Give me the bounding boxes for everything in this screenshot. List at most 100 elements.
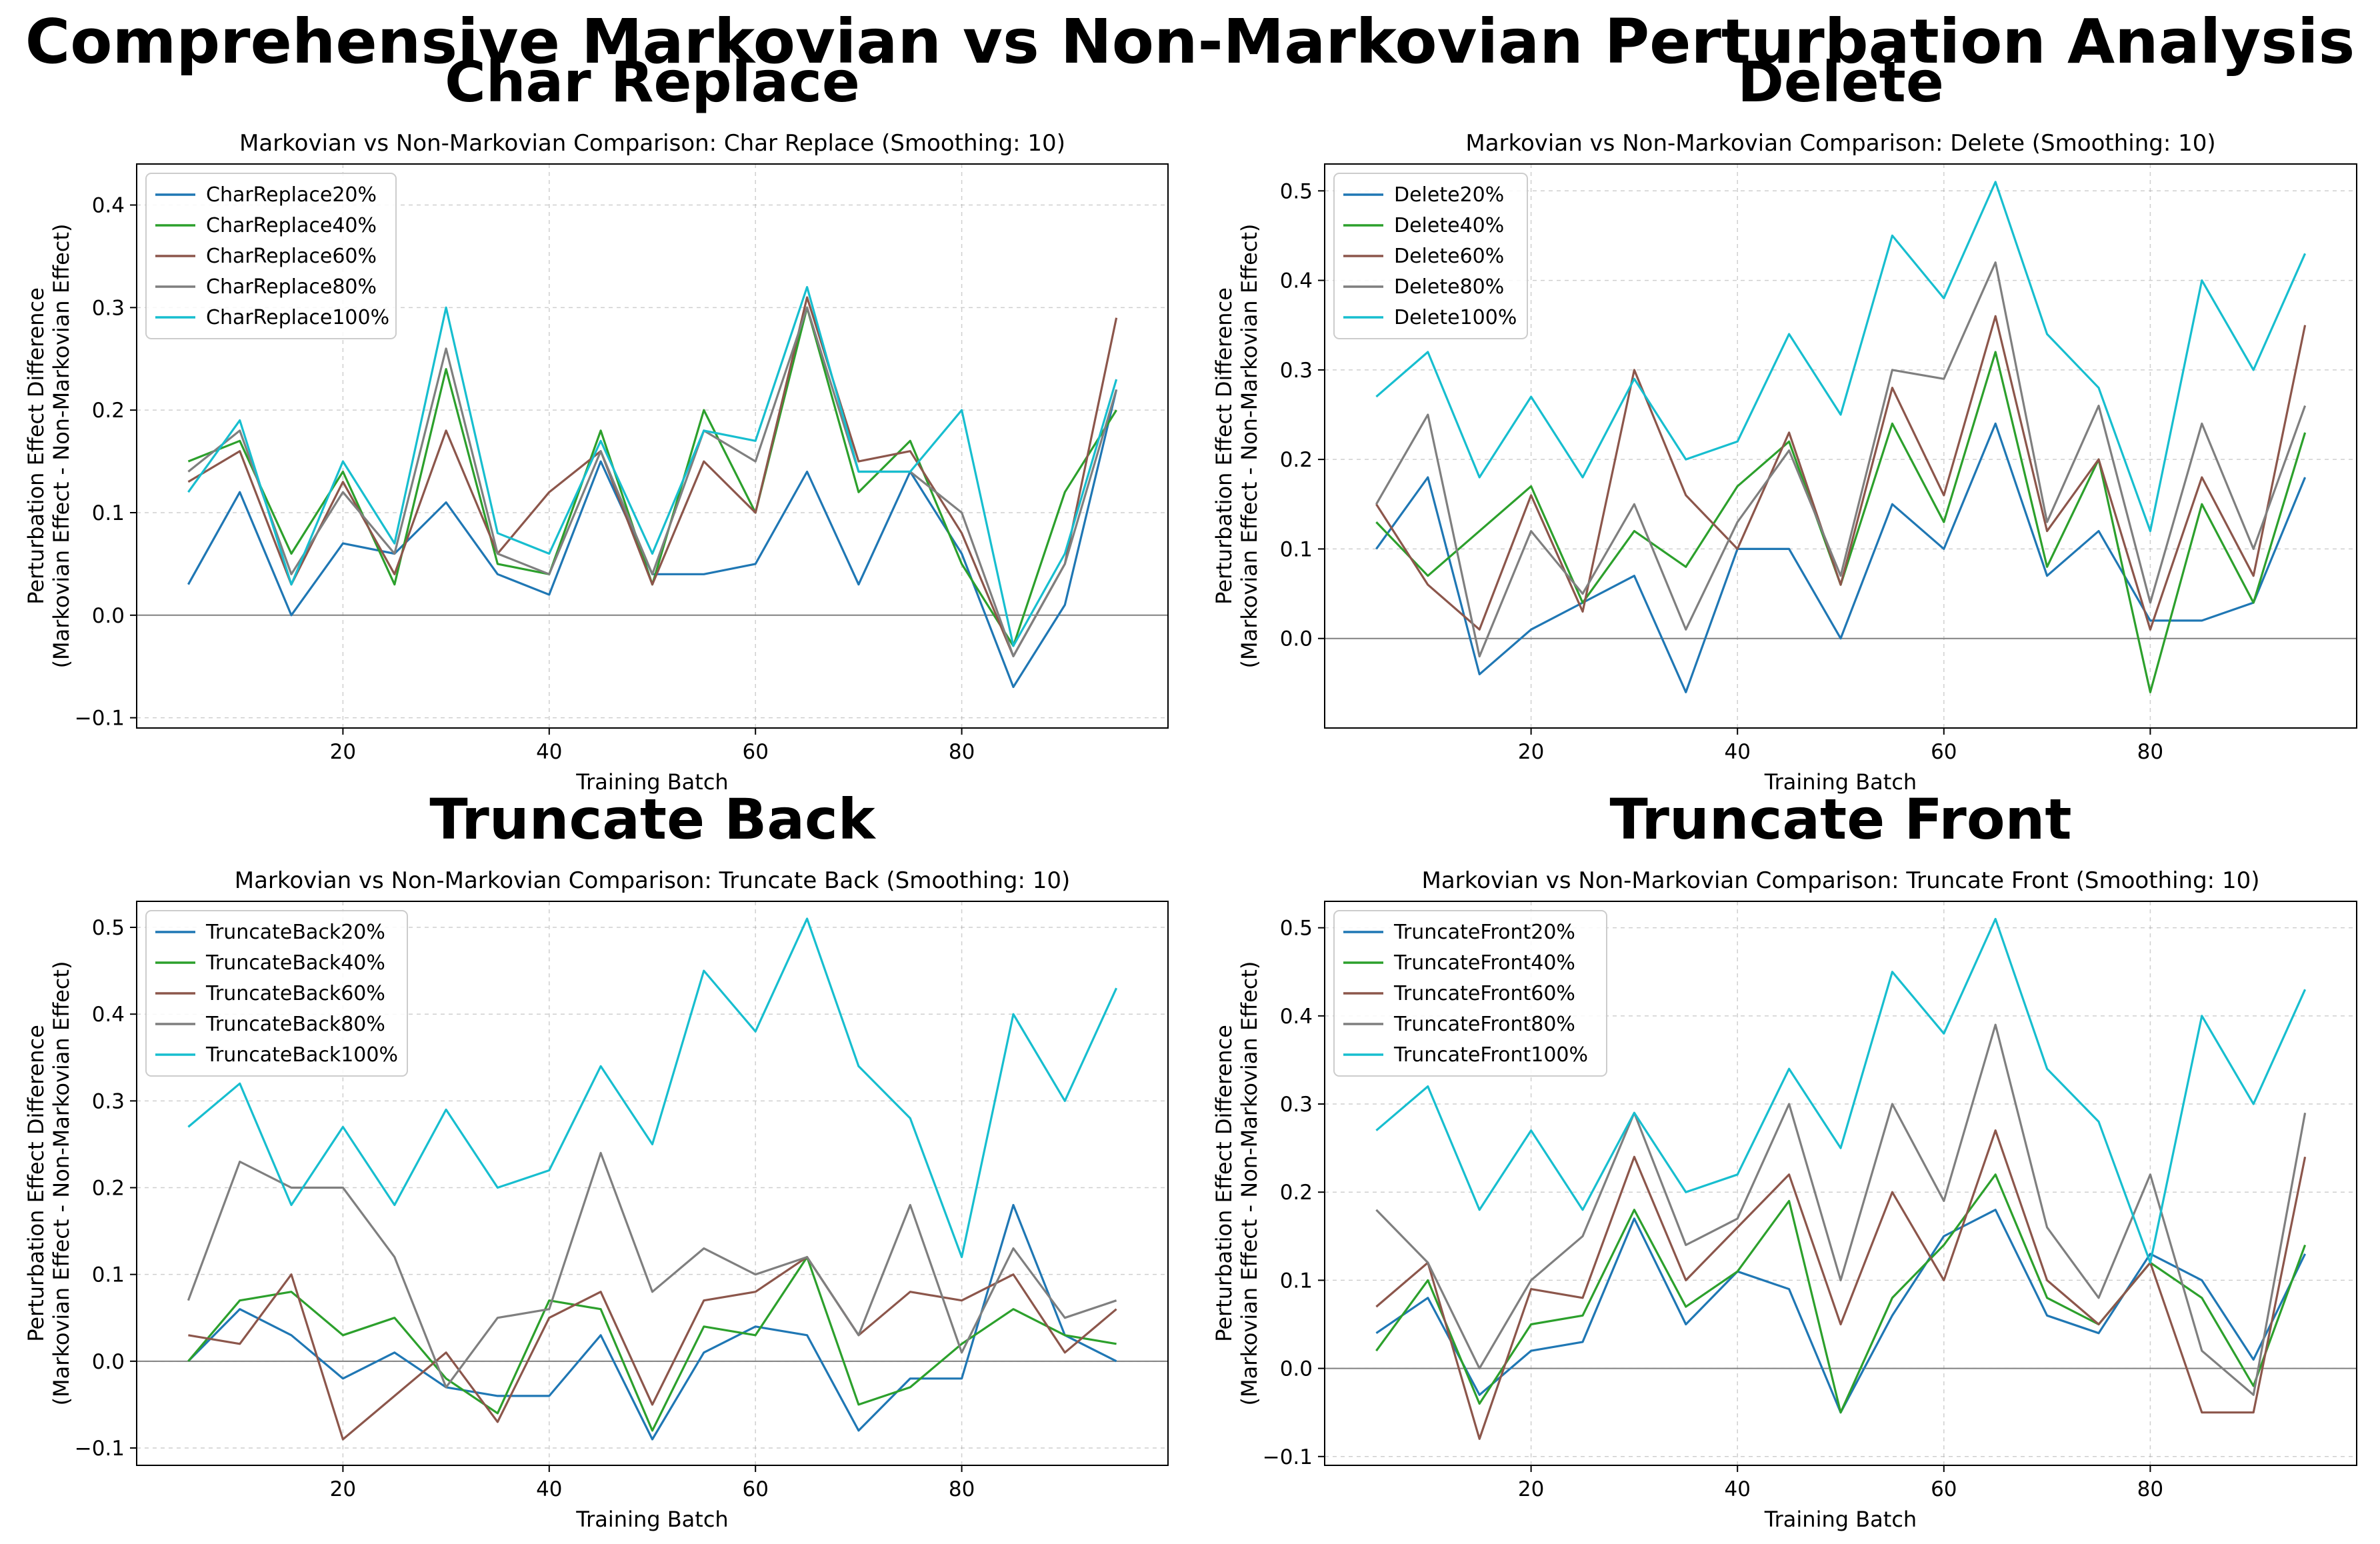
- y-tick-label: 0.1: [1280, 537, 1313, 561]
- x-tick-label: 60: [742, 740, 768, 764]
- series-line-TruncateBack40%: [187, 1255, 1117, 1432]
- series-line-Delete20%: [1375, 422, 2307, 693]
- legend-label: Delete80%: [1394, 275, 1504, 299]
- x-tick-label: 40: [536, 740, 562, 764]
- legend-label: TruncateFront20%: [1393, 921, 1575, 944]
- plot-frame: [136, 901, 1169, 1466]
- legend: TruncateFront20% TruncateFront40% Truncate…: [1333, 910, 1607, 1077]
- series-line-Delete100%: [1375, 181, 2307, 533]
- x-tick-label: 20: [330, 740, 356, 764]
- legend-label: TruncateFront60%: [1393, 982, 1575, 1005]
- x-tick-label: 40: [536, 1477, 562, 1501]
- legend-label: CharReplace40%: [206, 214, 377, 237]
- x-tick-label: 40: [1724, 1477, 1750, 1501]
- y-axis-label: (Markovian Effect - Non-Markovian Effect…: [1237, 224, 1262, 669]
- series-line-TruncateBack20%: [187, 1203, 1117, 1441]
- x-tick-label: 80: [2137, 1477, 2163, 1501]
- x-axis-label: Training Batch: [575, 769, 728, 795]
- legend-box: [145, 910, 408, 1077]
- y-tick-label: 0.4: [92, 1003, 125, 1027]
- y-tick-label: 0.5: [1280, 917, 1313, 941]
- panel-title: Delete: [1737, 49, 1944, 115]
- legend-box: [1333, 910, 1607, 1077]
- plot-frame: [136, 163, 1169, 729]
- x-tick-label: 80: [949, 740, 975, 764]
- y-tick-label: 0.4: [92, 194, 125, 218]
- series-line-TruncateFront80%: [1375, 1023, 2307, 1396]
- y-tick-label: 0.3: [92, 296, 125, 320]
- legend-label: TruncateBack100%: [205, 1043, 398, 1067]
- x-tick-label: 60: [1931, 1477, 1957, 1501]
- series-line-TruncateBack100%: [187, 917, 1118, 1259]
- y-axis-label: Perturbation Effect Difference: [1211, 1025, 1237, 1342]
- plot-frame: [1324, 901, 2357, 1466]
- x-tick-label: 20: [330, 1477, 356, 1501]
- y-tick-label: 0.2: [92, 399, 125, 423]
- y-tick-label: 0.2: [92, 1177, 125, 1201]
- legend-box: [1333, 173, 1528, 339]
- legend-label: TruncateFront80%: [1393, 1013, 1575, 1036]
- series-line-TruncateBack60%: [188, 1255, 1117, 1441]
- y-tick-label: −0.1: [1263, 1445, 1313, 1469]
- legend-label: TruncateBack20%: [205, 921, 385, 944]
- legend-label: Delete40%: [1394, 214, 1504, 237]
- legend: Delete20% Delete40% Delete60% Delete80% Dele…: [1333, 173, 1528, 339]
- legend-label: CharReplace100%: [206, 306, 389, 329]
- legend-label: TruncateBack40%: [205, 951, 385, 975]
- y-tick-label: 0.0: [1280, 1357, 1313, 1381]
- y-tick-label: 0.5: [1280, 179, 1313, 203]
- series-line-TruncateFront20%: [1375, 1209, 2307, 1414]
- legend-label: TruncateBack80%: [205, 1013, 385, 1036]
- panel-title: Truncate Front: [1609, 787, 2071, 852]
- y-tick-label: 0.5: [92, 916, 125, 940]
- y-tick-label: 0.2: [1280, 1181, 1313, 1205]
- y-tick-label: 0.0: [92, 1350, 125, 1374]
- legend-box: [145, 173, 397, 339]
- x-tick-label: 60: [1931, 740, 1957, 764]
- subplot-title: Markovian vs Non-Markovian Comparison: T…: [235, 867, 1071, 894]
- series-line-TruncateFront60%: [1375, 1129, 2307, 1440]
- legend-label: Delete100%: [1394, 306, 1517, 329]
- y-axis-label: (Markovian Effect - Non-Markovian Effect…: [49, 961, 74, 1406]
- series-line-Delete60%: [1375, 315, 2307, 631]
- x-tick-label: 40: [1724, 740, 1750, 764]
- series-line-TruncateFront100%: [1375, 917, 2307, 1264]
- panel-title: Char Replace: [445, 49, 860, 115]
- series-line-CharReplace80%: [187, 306, 1118, 657]
- figure-title: Comprehensive Markovian vs Non-Markovian…: [25, 6, 2355, 77]
- legend-label: TruncateFront40%: [1393, 951, 1575, 975]
- x-tick-label: 60: [742, 1477, 768, 1501]
- x-tick-label: 80: [2137, 740, 2163, 764]
- subplot-title: Markovian vs Non-Markovian Comparison: T…: [1422, 867, 2260, 894]
- y-axis-label: Perturbation Effect Difference: [23, 287, 49, 605]
- series-line-Delete80%: [1375, 261, 2307, 658]
- y-tick-label: 0.3: [1280, 1093, 1313, 1117]
- y-tick-label: 0.4: [1280, 1005, 1313, 1029]
- y-axis-label: (Markovian Effect - Non-Markovian Effect…: [1237, 961, 1262, 1406]
- y-tick-label: 0.3: [1280, 359, 1313, 383]
- y-tick-label: 0.0: [92, 604, 125, 628]
- y-tick-label: 0.0: [1280, 627, 1313, 651]
- x-tick-label: 80: [949, 1477, 975, 1501]
- legend: CharReplace20% CharReplace40% CharReplace6…: [145, 173, 397, 339]
- y-axis-label: Perturbation Effect Difference: [23, 1025, 49, 1342]
- series-line-TruncateBack80%: [187, 1151, 1117, 1389]
- series-line-CharReplace100%: [187, 286, 1118, 647]
- x-axis-label: Training Batch: [1764, 1507, 1917, 1532]
- series-line-CharReplace60%: [187, 296, 1118, 657]
- legend-label: CharReplace80%: [206, 275, 377, 299]
- y-axis-label: Perturbation Effect Difference: [1211, 287, 1237, 605]
- series-line-TruncateFront40%: [1375, 1173, 2307, 1414]
- legend-label: CharReplace20%: [206, 183, 377, 207]
- legend-label: TruncateFront100%: [1393, 1043, 1588, 1067]
- panel-title: Truncate Back: [429, 787, 876, 852]
- legend-label: Delete20%: [1394, 183, 1504, 207]
- y-tick-label: 0.1: [92, 1263, 125, 1287]
- legend-label: CharReplace60%: [206, 245, 377, 268]
- y-tick-label: 0.1: [1280, 1269, 1313, 1293]
- y-tick-label: −0.1: [75, 707, 125, 731]
